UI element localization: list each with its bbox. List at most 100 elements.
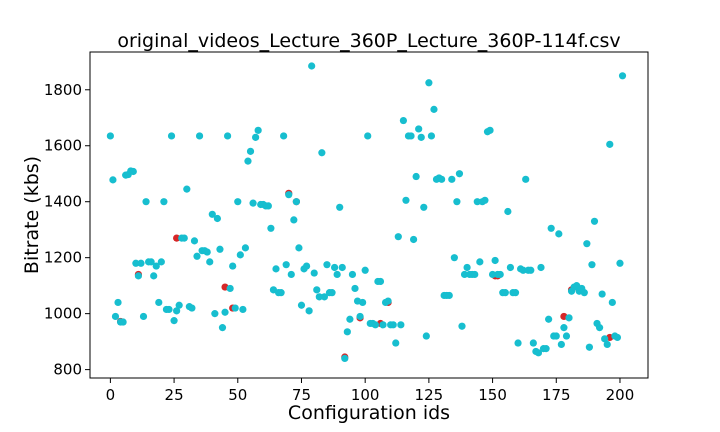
data-point bbox=[229, 262, 237, 270]
data-point bbox=[333, 270, 341, 279]
data-point bbox=[417, 133, 425, 141]
data-point bbox=[491, 256, 499, 265]
data-point bbox=[320, 293, 329, 301]
x-tick-label: 175 bbox=[542, 386, 571, 404]
data-point bbox=[588, 261, 596, 269]
data-point bbox=[165, 305, 173, 314]
data-point bbox=[137, 259, 145, 267]
data-point bbox=[180, 234, 188, 242]
data-point bbox=[603, 340, 611, 349]
data-point bbox=[448, 175, 456, 183]
x-tick-label: 50 bbox=[228, 386, 247, 404]
data-point bbox=[234, 198, 242, 206]
data-point bbox=[364, 132, 372, 140]
data-point bbox=[302, 262, 311, 270]
data-point bbox=[585, 343, 594, 351]
data-point bbox=[338, 263, 346, 272]
data-point bbox=[203, 248, 211, 256]
data-point bbox=[356, 312, 364, 321]
data-point bbox=[290, 216, 298, 224]
data-point bbox=[346, 315, 354, 323]
data-point bbox=[188, 304, 196, 312]
data-point bbox=[348, 270, 357, 279]
data-point bbox=[427, 132, 436, 140]
data-point bbox=[379, 321, 387, 329]
data-point bbox=[249, 199, 257, 207]
data-point bbox=[420, 203, 428, 211]
data-point bbox=[206, 258, 214, 266]
data-point bbox=[282, 261, 290, 269]
data-point bbox=[455, 170, 464, 178]
data-point bbox=[109, 176, 117, 184]
data-points bbox=[106, 62, 627, 363]
data-point bbox=[331, 263, 339, 272]
data-point bbox=[208, 210, 216, 218]
data-point bbox=[613, 333, 622, 342]
data-point bbox=[254, 126, 262, 134]
y-tick-label: 1800 bbox=[44, 81, 82, 99]
data-point bbox=[173, 307, 181, 315]
data-point bbox=[376, 277, 385, 286]
data-point bbox=[236, 251, 244, 259]
data-point bbox=[601, 335, 609, 343]
data-point bbox=[450, 254, 458, 262]
data-point bbox=[545, 315, 553, 323]
data-point bbox=[389, 321, 397, 329]
data-point bbox=[529, 339, 537, 347]
data-point bbox=[527, 266, 535, 274]
data-point bbox=[384, 297, 392, 305]
data-point bbox=[486, 126, 494, 134]
x-tick-label: 200 bbox=[606, 386, 635, 404]
data-point bbox=[547, 224, 555, 232]
data-point bbox=[173, 234, 181, 242]
y-axis-label: Bitrate (kbs) bbox=[21, 156, 43, 274]
data-point bbox=[150, 272, 158, 280]
data-point bbox=[147, 258, 155, 266]
x-axis-label: Configuration ids bbox=[288, 402, 450, 424]
data-point bbox=[142, 198, 150, 206]
data-point bbox=[504, 207, 512, 216]
data-point bbox=[313, 286, 321, 294]
data-point bbox=[598, 290, 606, 298]
data-point bbox=[351, 284, 359, 293]
data-point bbox=[522, 175, 530, 183]
y-tick-label: 1400 bbox=[44, 193, 82, 211]
data-point bbox=[392, 339, 400, 347]
data-point bbox=[394, 233, 402, 241]
data-point bbox=[438, 175, 446, 183]
data-point bbox=[280, 132, 288, 140]
data-point bbox=[119, 318, 127, 326]
data-point bbox=[175, 301, 183, 309]
data-point bbox=[129, 167, 137, 176]
data-point bbox=[336, 203, 344, 211]
data-point bbox=[361, 266, 369, 274]
data-point bbox=[323, 261, 331, 269]
data-point bbox=[167, 132, 176, 140]
data-point bbox=[239, 305, 247, 314]
data-point bbox=[221, 308, 229, 316]
x-tick-label: 150 bbox=[478, 386, 507, 404]
data-point bbox=[555, 230, 563, 238]
data-point bbox=[506, 263, 515, 272]
data-point bbox=[616, 259, 624, 267]
data-point bbox=[422, 332, 430, 340]
data-point bbox=[213, 214, 221, 223]
data-point bbox=[297, 301, 306, 309]
data-point bbox=[211, 310, 219, 318]
data-point bbox=[519, 266, 527, 274]
data-point bbox=[223, 132, 232, 140]
data-point bbox=[341, 354, 349, 363]
data-point bbox=[218, 324, 227, 332]
data-point bbox=[430, 105, 438, 113]
data-point bbox=[460, 270, 469, 279]
data-point bbox=[514, 339, 522, 347]
x-tick-label: 125 bbox=[415, 386, 444, 404]
data-point bbox=[216, 245, 224, 253]
data-point bbox=[445, 291, 453, 300]
data-point bbox=[359, 298, 367, 307]
data-point bbox=[132, 259, 140, 267]
data-point bbox=[399, 116, 407, 125]
data-point bbox=[231, 304, 239, 312]
data-point bbox=[183, 185, 191, 193]
